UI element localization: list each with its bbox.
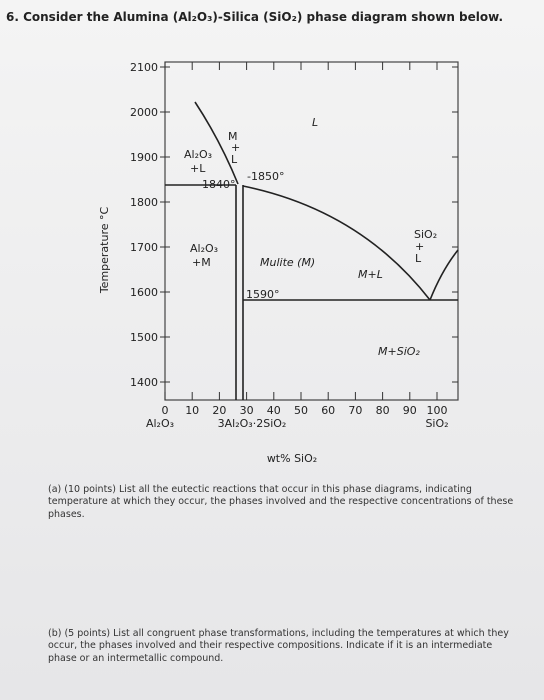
x-end-label: SiO₂ — [425, 417, 448, 430]
question-title: 6. Consider the Alumina (Al₂O₃)-Silica (… — [6, 10, 504, 24]
region-label: SiO₂ — [414, 228, 437, 241]
region-label: Al₂O₃ — [184, 148, 212, 161]
region-label: M — [228, 130, 238, 143]
x-tick-label: 50 — [294, 404, 308, 417]
y-tick-label: 1400 — [130, 376, 158, 389]
region-label: L — [415, 252, 422, 265]
region-label: 1840° — [202, 178, 236, 191]
x-tick-label: 0 — [162, 404, 169, 417]
x-end-label: 3Al₂O₃·2SiO₂ — [218, 417, 287, 430]
y-tick-label: 2000 — [130, 106, 158, 119]
x-tick-label: 10 — [185, 404, 199, 417]
phase-diagram: 2100 2000 1900 1800 1700 1600 1500 1400 0 10 20 30 4… — [98, 61, 459, 465]
part-b: (b) (5 points) List all congruent phase … — [48, 628, 509, 664]
region-label: M+SiO₂ — [378, 345, 420, 358]
x-tick-label: 100 — [427, 404, 448, 417]
x-tick-label: 90 — [403, 404, 417, 417]
frame — [164, 61, 459, 401]
y-tick-label: 1800 — [130, 196, 158, 209]
x-tick-label: 60 — [321, 404, 335, 417]
y-axis-label: Temperature °C — [98, 207, 111, 295]
region-label: Al₂O₃ — [190, 242, 218, 255]
x-tick-label: 70 — [348, 404, 362, 417]
region-label: M+L — [358, 268, 383, 281]
y-tick-label: 1500 — [130, 331, 158, 344]
region-label: + — [231, 141, 240, 154]
x-tick-label: 20 — [212, 404, 226, 417]
region-label: +L — [190, 162, 206, 175]
region-label: -1850° — [247, 170, 284, 183]
x-axis-label: wt% SiO₂ — [267, 452, 317, 465]
x-tick-label: 80 — [376, 404, 390, 417]
phase-lines — [165, 101, 459, 400]
y-tick-label: 1600 — [130, 286, 158, 299]
region-label: + — [415, 240, 424, 253]
y-tick-label: 1700 — [130, 241, 158, 254]
region-label: +M — [192, 256, 211, 269]
region-label: Mulite (M) — [260, 256, 315, 269]
region-label: L — [312, 116, 318, 129]
part-a: (a) (10 points) List all the eutectic re… — [48, 484, 514, 520]
region-label: L — [231, 153, 238, 166]
x-tick-label: 40 — [267, 404, 281, 417]
y-tick-label: 1900 — [130, 151, 158, 164]
x-end-label: Al₂O₃ — [146, 417, 174, 430]
region-label: 1590° — [246, 288, 280, 301]
y-tick-label: 2100 — [130, 61, 158, 74]
x-tick-label: 30 — [240, 404, 254, 417]
